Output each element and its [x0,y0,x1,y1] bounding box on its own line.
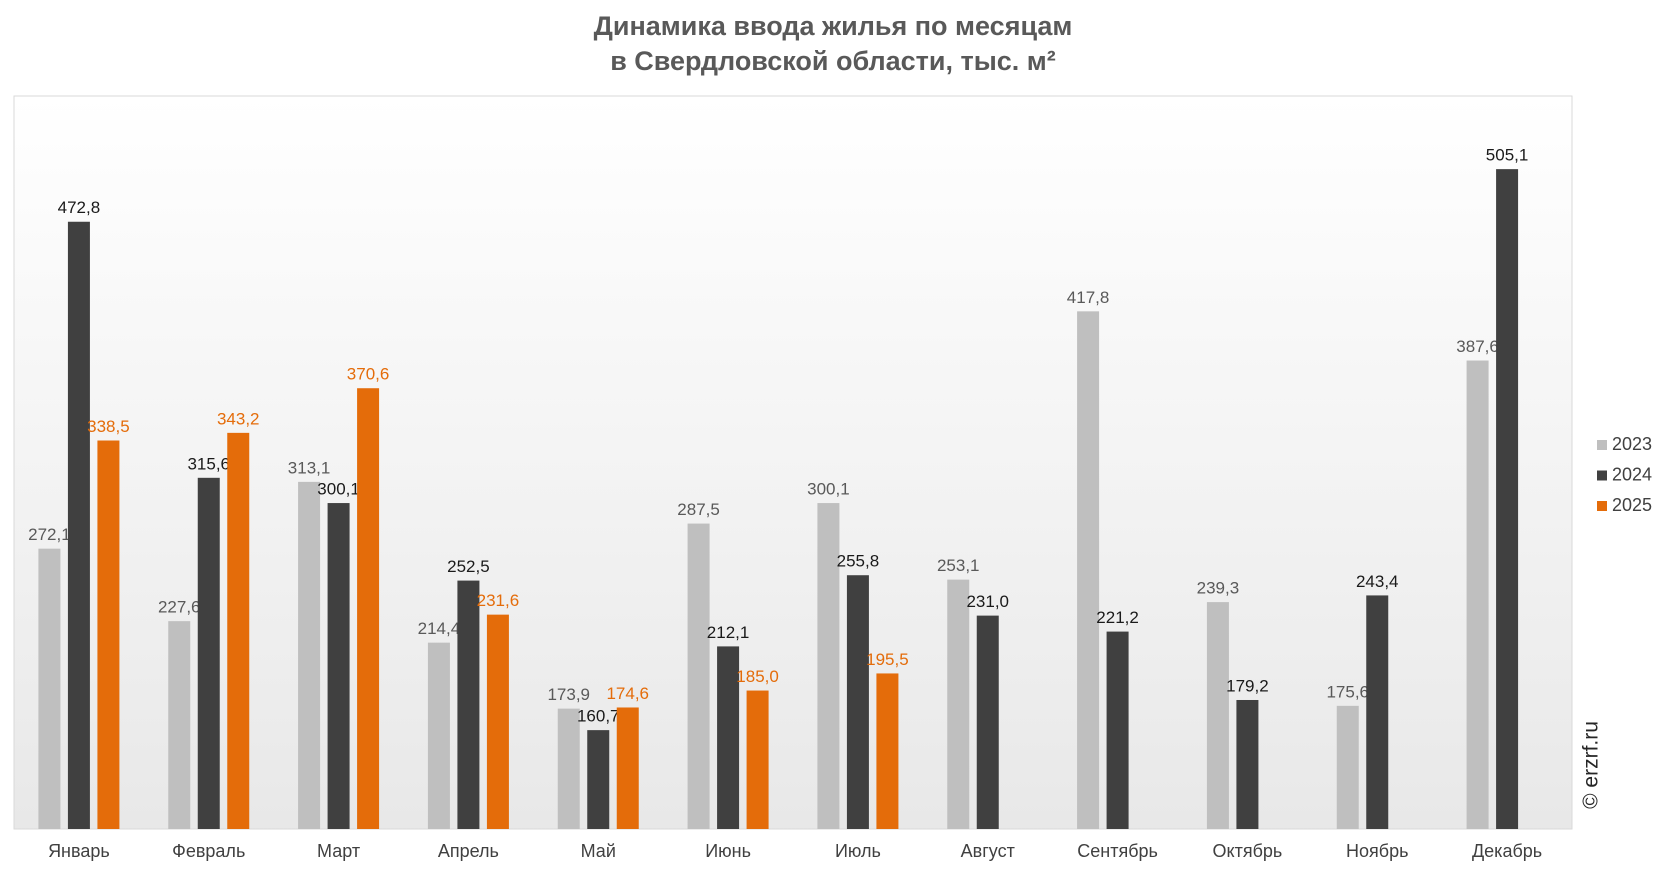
x-tick-label: Октябрь [1213,841,1283,861]
watermark: © erzrf.ru [1580,721,1603,809]
x-tick-label: Сентябрь [1077,841,1158,861]
bar [1077,311,1100,829]
x-tick-label: Июль [835,841,881,861]
plot-area [13,95,1573,830]
x-tick-label: Апрель [438,841,499,861]
data-label: 505,1 [1486,146,1529,165]
data-label: 315,6 [187,454,230,473]
data-label: 338,5 [87,417,130,436]
x-tick-label: Ноябрь [1346,841,1408,861]
legend-swatch [1597,440,1607,450]
data-label: 227,6 [158,598,201,617]
data-label: 212,1 [707,623,750,642]
data-label: 221,2 [1096,608,1139,627]
bar [38,548,61,829]
bar [876,673,899,829]
bar [1206,602,1229,829]
legend-swatch [1597,501,1607,511]
bar [1236,699,1259,829]
legend-label: 2024 [1612,464,1652,484]
bar [687,523,710,829]
bar [1466,360,1489,829]
bar [947,579,970,829]
data-label: 239,3 [1197,579,1240,598]
data-label: 253,1 [937,556,980,575]
x-tick-label: Февраль [172,841,245,861]
chart-title: в Свердловской области, тыс. м² [610,46,1056,76]
bar [846,575,869,829]
data-label: 243,4 [1356,572,1399,591]
legend-swatch [1597,470,1607,481]
bar [486,614,509,829]
x-tick-label: Май [581,841,616,861]
chart-title: Динамика ввода жилья по месяцам [594,11,1073,41]
bar [327,503,350,829]
bar [587,730,610,829]
bar [168,621,191,829]
data-label: 300,1 [807,480,850,499]
data-label: 370,6 [347,365,390,384]
bar [97,440,120,829]
x-tick-label: Июнь [705,841,751,861]
data-label: 343,2 [217,409,260,428]
bar [1336,705,1359,829]
x-tick-label: Август [961,841,1015,861]
data-label: 387,6 [1456,337,1499,356]
data-label: 195,5 [866,650,909,669]
x-tick-label: Декабрь [1472,841,1542,861]
data-label: 175,6 [1326,682,1369,701]
legend-label: 2025 [1612,495,1652,515]
bar [1106,631,1129,829]
data-label: 313,1 [288,458,331,477]
bar [717,646,740,829]
data-label: 300,1 [317,480,360,499]
legend-label: 2023 [1612,434,1652,454]
data-label: 231,6 [477,591,520,610]
bar [1496,169,1519,830]
data-label: 472,8 [58,198,101,217]
bar [298,481,321,829]
data-label: 252,5 [447,557,490,576]
bar [817,503,840,829]
bar [1366,595,1389,829]
x-tick-label: Март [317,841,360,861]
bar [427,642,450,829]
bar [557,708,580,829]
data-label: 214,4 [418,619,461,638]
data-label: 174,6 [606,684,649,703]
data-label: 231,0 [966,592,1009,611]
bar [197,477,220,829]
data-label: 179,2 [1226,676,1269,695]
data-label: 287,5 [677,500,720,519]
bar [746,690,769,829]
bar [457,580,480,829]
x-tick-label: Январь [48,841,110,861]
bar [227,432,250,829]
bar [67,221,90,829]
data-label: 255,8 [837,552,880,571]
bar [357,388,380,829]
data-label: 185,0 [736,667,779,686]
data-label: 160,7 [577,707,620,726]
data-label: 272,1 [28,525,71,544]
data-label: 417,8 [1067,288,1110,307]
bar [616,707,639,829]
data-label: 173,9 [547,685,590,704]
bar [976,615,999,829]
